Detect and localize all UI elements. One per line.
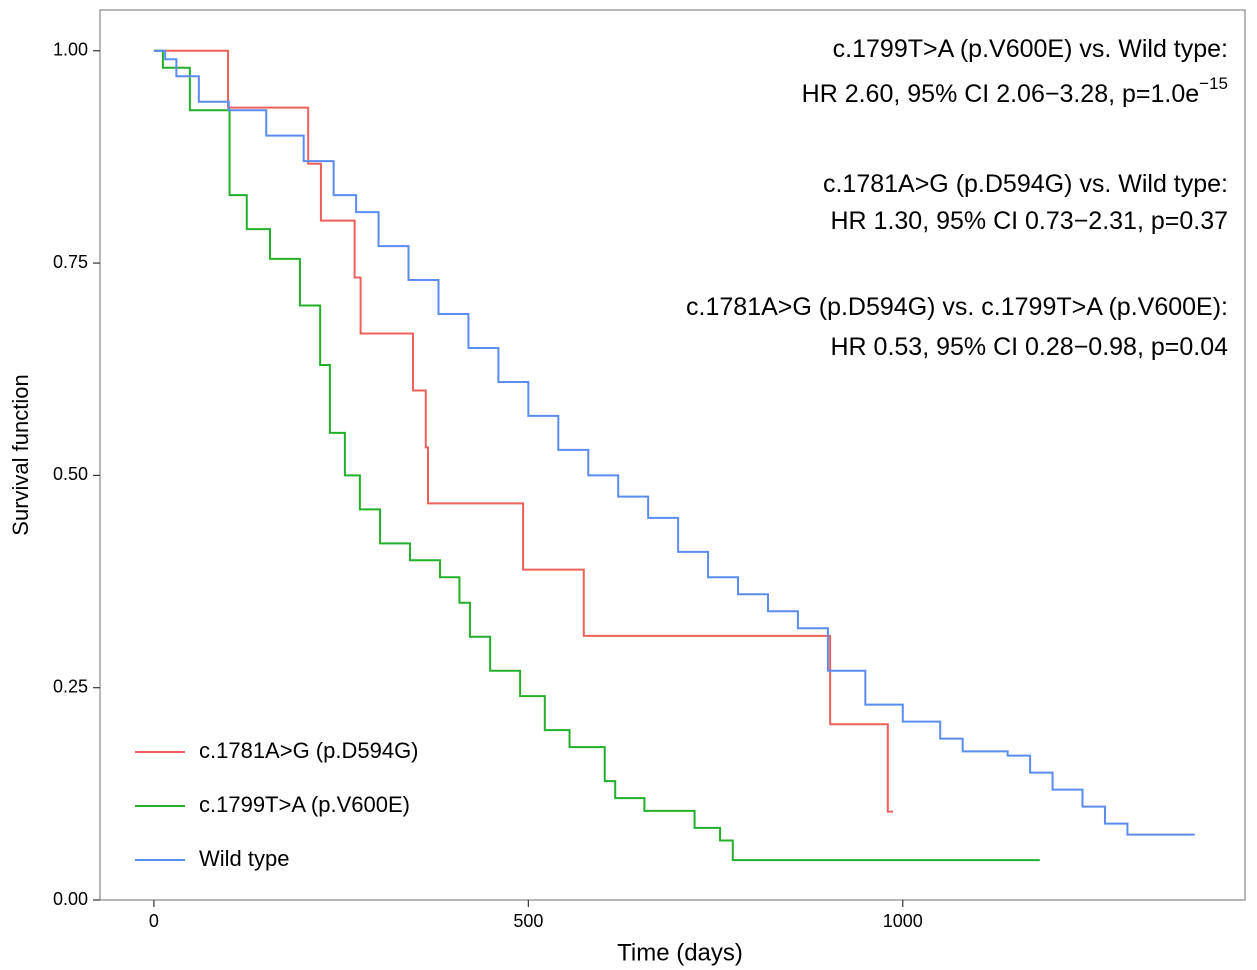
annotation: c.1781A>G (p.D594G) vs. c.1799T>A (p.V60… bbox=[686, 293, 1228, 321]
annotation: c.1781A>G (p.D594G) vs. Wild type: bbox=[823, 170, 1228, 198]
y-tick-label: 0.75 bbox=[53, 252, 88, 272]
survival-curve bbox=[153, 49, 1195, 836]
x-axis-label: Time (days) bbox=[617, 939, 743, 966]
annotation-text: HR 1.30, 95% CI 0.73−2.31, p=0.37 bbox=[831, 207, 1229, 235]
legend-label: c.1781A>G (p.D594G) bbox=[199, 738, 419, 763]
y-tick-label: 0.50 bbox=[53, 464, 88, 484]
y-tick-label: 0.00 bbox=[53, 889, 88, 909]
annotation-text: c.1799T>A (p.V600E) vs. Wild type: bbox=[833, 35, 1228, 63]
x-tick-label: 500 bbox=[513, 911, 543, 931]
annotation: HR 0.53, 95% CI 0.28−0.98, p=0.04 bbox=[831, 333, 1229, 361]
annotation: HR 2.60, 95% CI 2.06−3.28, p=1.0e−15 bbox=[802, 74, 1228, 107]
annotation-text: c.1781A>G (p.D594G) vs. Wild type: bbox=[823, 170, 1228, 198]
x-tick-label: 1000 bbox=[883, 911, 923, 931]
plot-frame bbox=[99, 9, 1246, 901]
annotation-text: HR 0.53, 95% CI 0.28−0.98, p=0.04 bbox=[831, 333, 1229, 361]
annotation: HR 1.30, 95% CI 0.73−2.31, p=0.37 bbox=[831, 207, 1229, 235]
annotation-superscript: −15 bbox=[1199, 74, 1228, 93]
annotation-text: c.1781A>G (p.D594G) vs. c.1799T>A (p.V60… bbox=[686, 293, 1228, 321]
y-tick-label: 1.00 bbox=[53, 40, 88, 60]
survival-curve bbox=[153, 49, 894, 813]
y-axis-label: Survival function bbox=[8, 374, 33, 535]
annotation: c.1799T>A (p.V600E) vs. Wild type: bbox=[833, 35, 1228, 63]
x-tick-label: 0 bbox=[149, 911, 159, 931]
annotation-text: HR 2.60, 95% CI 2.06−3.28, p=1.0e bbox=[802, 80, 1200, 108]
legend-label: Wild type bbox=[199, 846, 289, 871]
legend-label: c.1799T>A (p.V600E) bbox=[199, 792, 410, 817]
survival-curve bbox=[153, 49, 1040, 862]
y-tick-label: 0.25 bbox=[53, 676, 88, 696]
